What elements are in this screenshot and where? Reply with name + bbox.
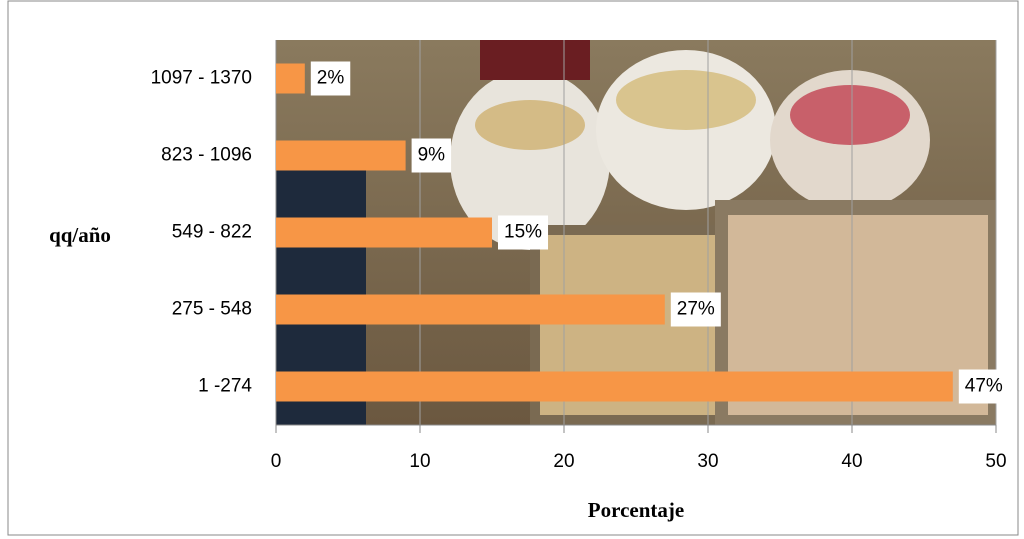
bar (276, 295, 665, 325)
y-tick-label: 1 -274 (198, 376, 252, 397)
chart: qq/año Porcentaje 0 10 20 30 40 50 1097 - 1370… (0, 0, 1024, 539)
value-label: 47% (965, 376, 1003, 397)
value-label: 2% (317, 68, 345, 89)
x-tick-label: 30 (697, 451, 718, 472)
x-axis-title: Porcentaje (588, 498, 684, 522)
y-tick-label: 549 - 822 (172, 222, 252, 243)
value-label: 9% (418, 145, 446, 166)
bar (276, 372, 953, 402)
x-tick-label: 0 (271, 451, 282, 472)
value-label: 27% (677, 299, 715, 320)
x-tick-label: 50 (985, 451, 1006, 472)
bar (276, 141, 406, 171)
page: qq/año Porcentaje 0 10 20 30 40 50 1097 - 1370… (0, 0, 1024, 539)
y-tick-label: 1097 - 1370 (151, 68, 252, 89)
y-tick-label: 275 - 548 (172, 299, 252, 320)
bar (276, 218, 492, 248)
y-tick-label: 823 - 1096 (161, 145, 252, 166)
x-tick-label: 10 (409, 451, 430, 472)
y-axis-title: qq/año (49, 223, 111, 247)
x-tick-label: 20 (553, 451, 574, 472)
value-label: 15% (504, 222, 542, 243)
bar (276, 64, 305, 94)
x-tick-label: 40 (841, 451, 862, 472)
